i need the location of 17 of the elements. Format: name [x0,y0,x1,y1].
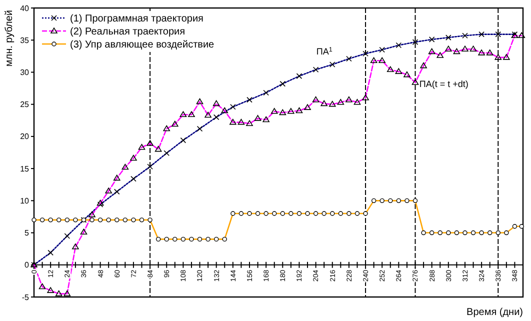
y-tick-label: 30 [20,68,30,78]
legend-label: (1) Программная траектория [70,14,204,24]
legend-label: (3) Упр авляющее воздействие [70,40,215,50]
y-tick-label: 25 [20,100,30,110]
y-tick-label: 20 [20,132,30,142]
y-tick-label: 5 [24,228,30,238]
y-tick-label: 40 [20,4,30,13]
y-axis-title: млн. рублей [4,10,15,67]
annotation: ПА(t = t +dt) [419,78,468,89]
y-tick-label: -5 [22,292,30,302]
y-tick-label: 35 [20,36,30,45]
y-tick-label: 15 [20,164,30,174]
legend-label: (2) Реальная траектория [70,26,186,38]
y-tick-label: 0 [24,260,30,270]
annotation: ПА$^{1}$ [316,46,333,57]
x-axis-title: Время (дни) [466,307,523,318]
y-tick-label: 10 [20,196,30,206]
